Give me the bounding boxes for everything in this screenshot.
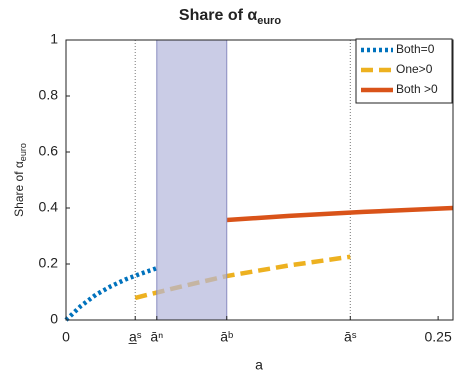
y-tick-label: 0.2 <box>39 255 59 271</box>
y-label-sub: euro <box>18 143 28 161</box>
title-sub: euro <box>257 15 281 27</box>
legend-label: Both >0 <box>396 82 438 96</box>
x-axis-label: a <box>255 357 263 373</box>
shaded-region <box>156 39 228 321</box>
legend-label: One>0 <box>396 62 433 76</box>
x-tick-label: āˢ <box>344 329 357 345</box>
x-tick-label: a̲ˢ <box>128 329 142 345</box>
x-tick-label: 0.25 <box>424 329 451 345</box>
y-tick-label: 0.8 <box>39 87 59 103</box>
chart-title: Share of αeuro <box>179 7 281 27</box>
y-tick-label: 1 <box>50 31 58 47</box>
title-main: Share of α <box>179 7 257 24</box>
y-label-main: Share of α <box>12 161 26 217</box>
y-tick-label: 0.6 <box>39 143 59 159</box>
axes-box <box>65 39 454 321</box>
y-tick-label: 0 <box>50 311 58 327</box>
y-axis-label: Share of αeuro <box>12 143 28 217</box>
y-tick-label: 0.4 <box>39 199 59 215</box>
legend-label: Both=0 <box>396 42 435 56</box>
x-tick-label: 0 <box>62 329 70 345</box>
series-line <box>64 266 158 322</box>
series-line <box>226 205 454 223</box>
x-tick-label: āⁿ <box>150 329 163 345</box>
x-tick-label: āᵇ <box>220 329 233 345</box>
